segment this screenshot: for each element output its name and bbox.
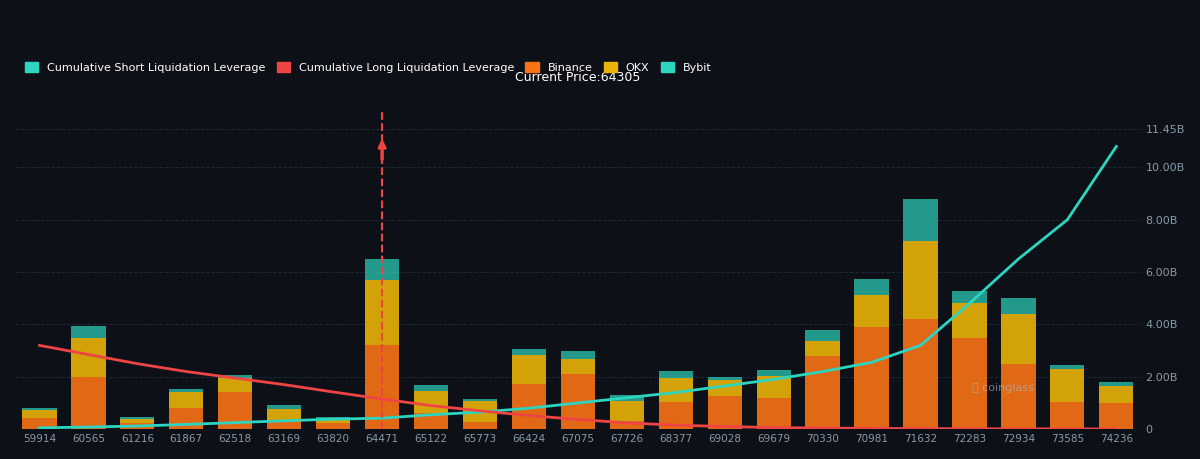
Bar xyxy=(365,259,400,280)
Bar xyxy=(268,409,301,421)
Bar xyxy=(512,355,546,385)
Bar xyxy=(953,291,986,303)
Bar xyxy=(805,356,840,429)
Bar xyxy=(756,370,791,376)
Bar xyxy=(1001,314,1036,364)
Bar xyxy=(316,423,350,429)
Bar xyxy=(23,410,56,419)
Bar xyxy=(169,389,204,392)
Bar xyxy=(610,421,644,429)
Bar xyxy=(120,424,155,429)
Bar xyxy=(169,392,204,408)
Bar xyxy=(953,337,986,429)
Bar xyxy=(71,326,106,337)
Bar xyxy=(218,375,252,378)
Bar xyxy=(560,375,595,429)
Bar xyxy=(953,303,986,337)
Bar xyxy=(854,327,889,429)
Bar xyxy=(560,351,595,359)
Bar xyxy=(659,371,692,378)
Bar xyxy=(1099,386,1134,403)
Bar xyxy=(463,422,497,429)
Bar xyxy=(805,341,840,356)
Bar xyxy=(756,397,791,429)
Bar xyxy=(854,295,889,327)
Bar xyxy=(659,402,692,429)
Bar xyxy=(23,419,56,429)
Bar xyxy=(365,280,400,345)
Bar xyxy=(1050,402,1085,429)
Bar xyxy=(659,378,692,402)
Bar xyxy=(414,391,448,414)
Bar xyxy=(1050,369,1085,402)
Bar xyxy=(316,420,350,423)
Text: 🔒 coinglass: 🔒 coinglass xyxy=(972,383,1033,393)
Bar xyxy=(218,378,252,392)
Bar xyxy=(1099,382,1134,386)
Bar xyxy=(463,399,497,401)
Bar xyxy=(414,385,448,391)
Bar xyxy=(805,330,840,341)
Bar xyxy=(365,345,400,429)
Title: Current Price:64305: Current Price:64305 xyxy=(515,72,641,84)
Bar xyxy=(268,405,301,409)
Bar xyxy=(512,349,546,355)
Bar xyxy=(708,381,742,397)
Bar xyxy=(414,414,448,429)
Bar xyxy=(463,401,497,422)
Bar xyxy=(71,337,106,377)
Bar xyxy=(218,392,252,429)
Bar xyxy=(854,279,889,295)
Bar xyxy=(1001,364,1036,429)
Legend: Cumulative Short Liquidation Leverage, Cumulative Long Liquidation Leverage, Bin: Cumulative Short Liquidation Leverage, C… xyxy=(20,58,716,78)
Bar xyxy=(708,397,742,429)
Bar xyxy=(904,319,937,429)
Bar xyxy=(268,421,301,429)
Bar xyxy=(169,408,204,429)
Bar xyxy=(1099,403,1134,429)
Bar xyxy=(560,359,595,375)
Bar xyxy=(1001,297,1036,314)
Bar xyxy=(120,419,155,424)
Bar xyxy=(610,395,644,401)
Bar xyxy=(904,241,937,319)
Bar xyxy=(316,417,350,420)
Bar xyxy=(1050,365,1085,369)
Bar xyxy=(904,199,937,241)
Bar xyxy=(708,377,742,381)
Bar xyxy=(512,385,546,429)
Bar xyxy=(23,409,56,410)
Bar xyxy=(120,418,155,419)
Bar xyxy=(756,376,791,397)
Bar xyxy=(610,401,644,421)
Bar xyxy=(71,377,106,429)
